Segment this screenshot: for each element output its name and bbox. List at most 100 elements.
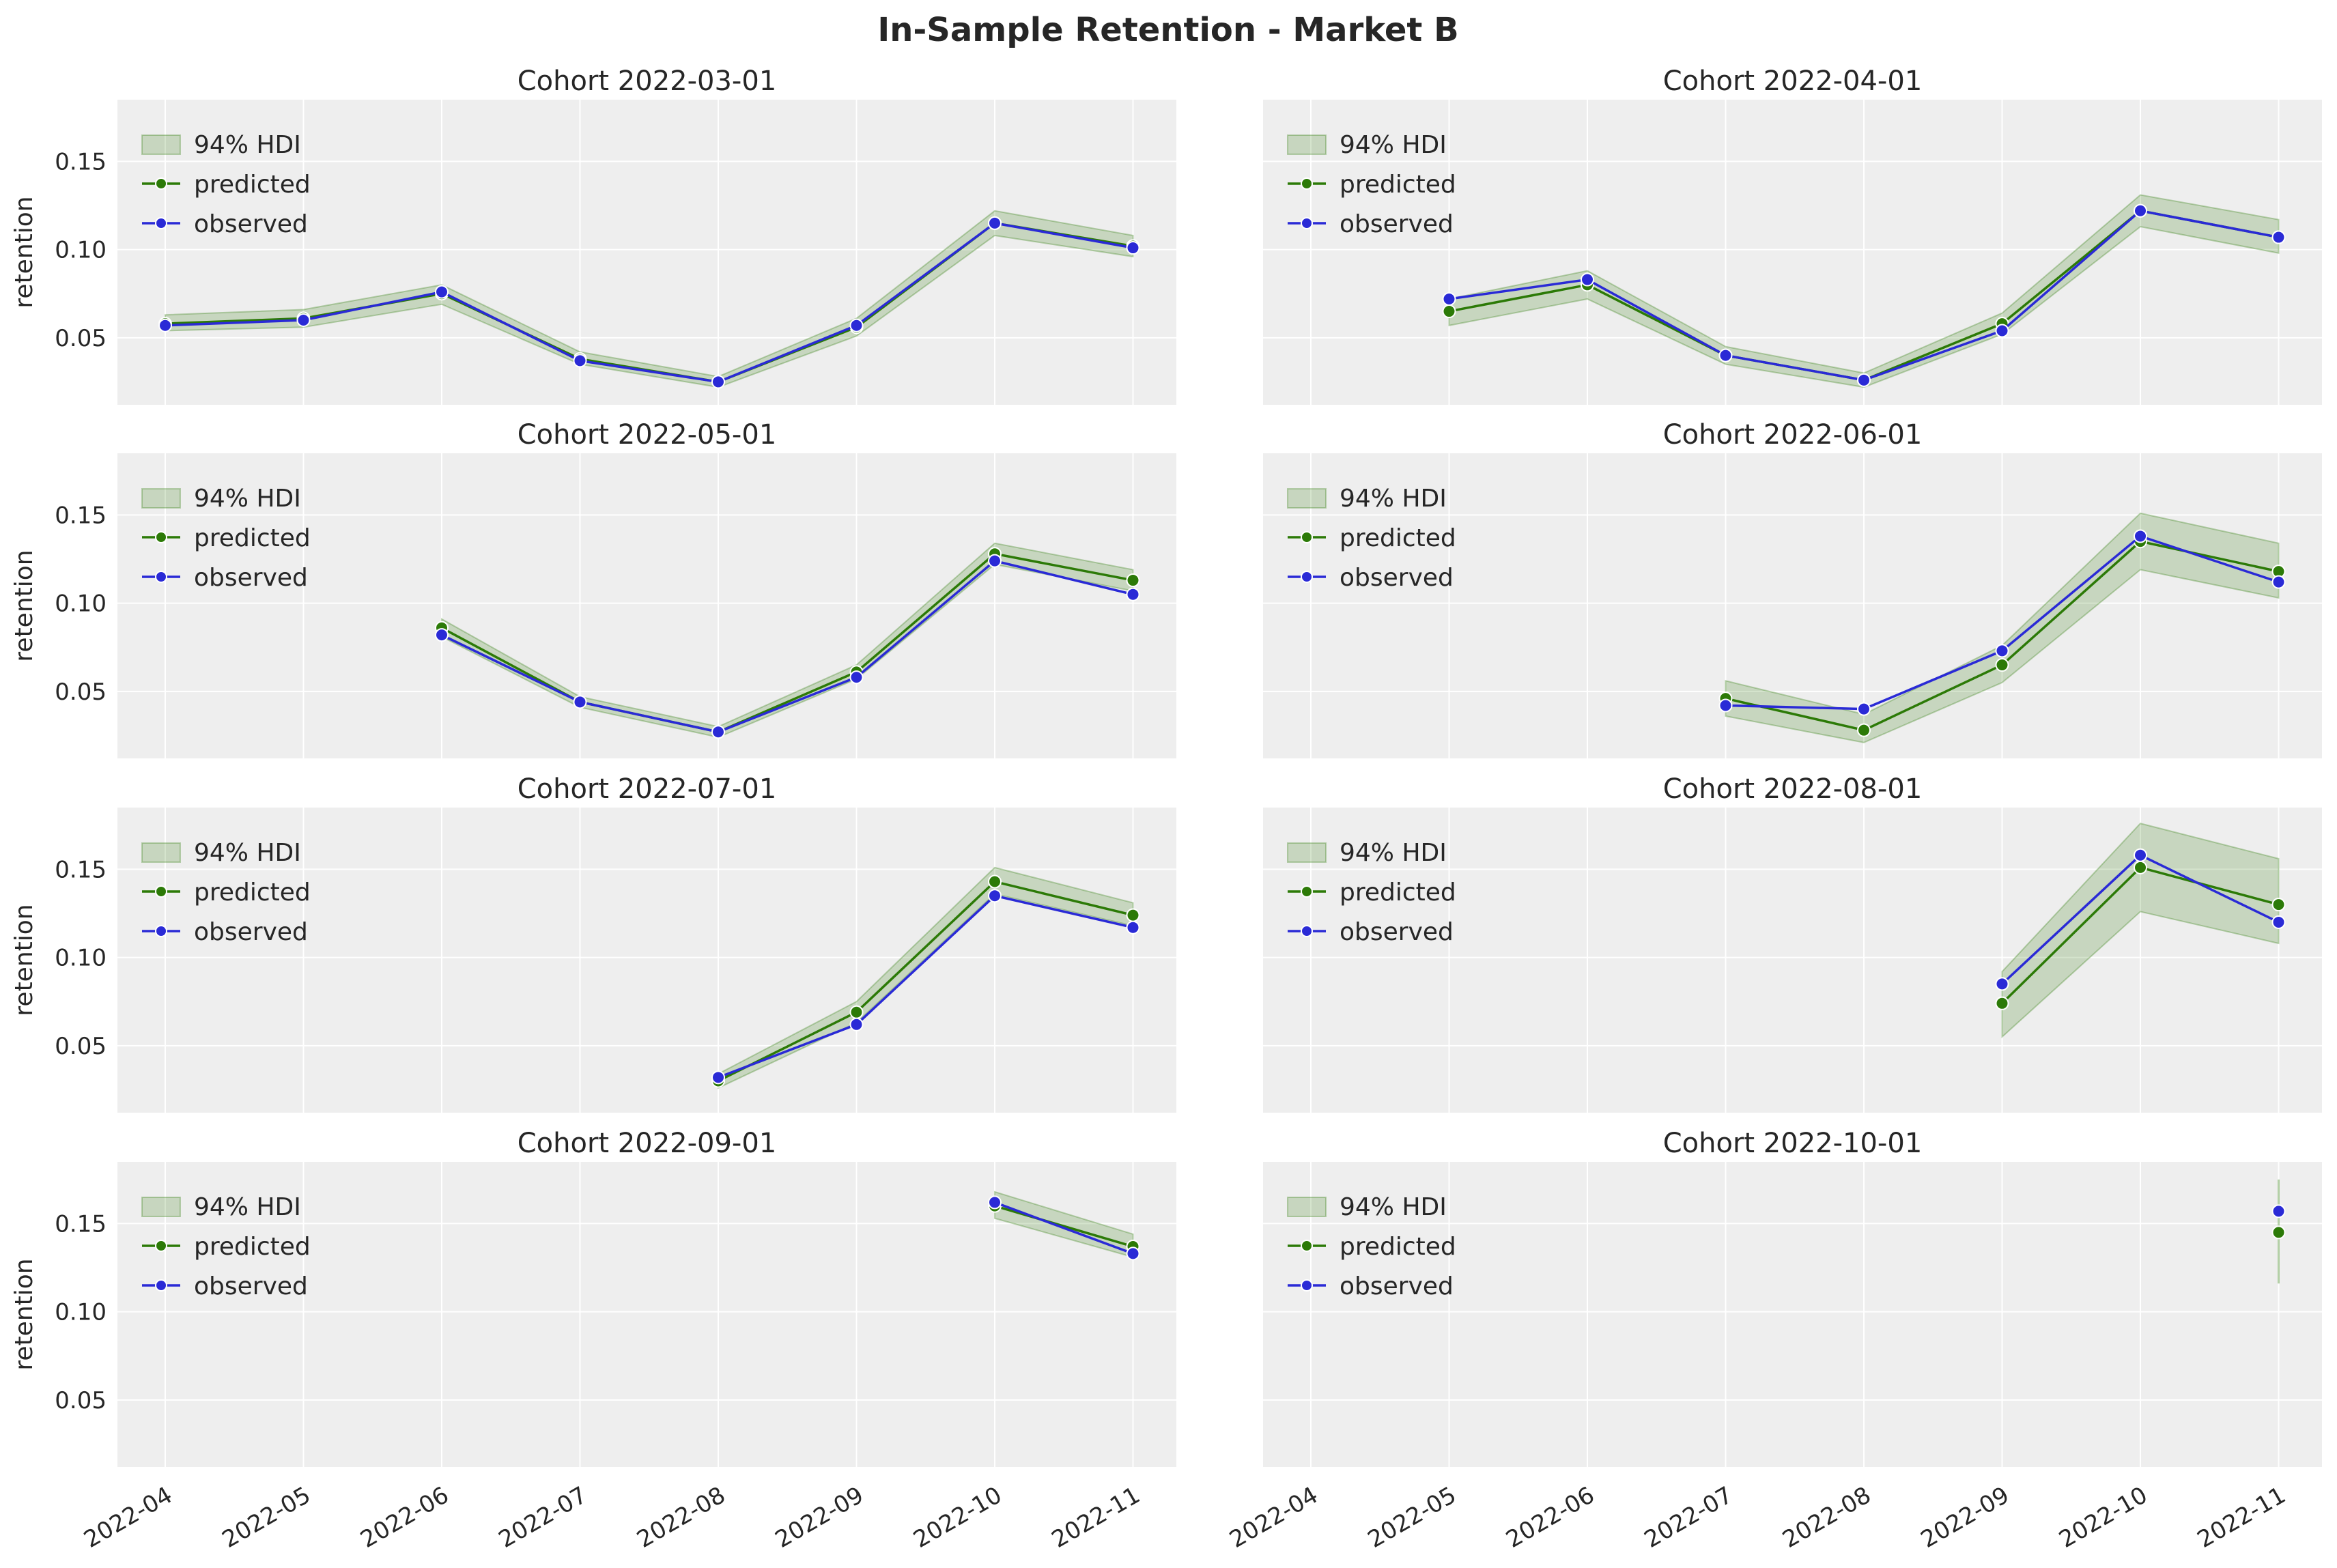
legend-hdi-label: 94% HDI xyxy=(1340,131,1447,159)
observed-line xyxy=(165,222,1133,384)
predicted-line xyxy=(994,1204,1133,1248)
hdi-band xyxy=(2001,823,2280,1039)
observed-point xyxy=(2271,230,2286,244)
legend-observed-marker xyxy=(155,1279,167,1292)
observed-point xyxy=(988,889,1002,903)
legend-predicted-label: predicted xyxy=(194,879,311,907)
y-tick-label: 0.10 xyxy=(55,1299,107,1326)
legend: 94% HDI predicted observed xyxy=(141,131,311,238)
observed-point xyxy=(1442,291,1456,306)
y-axis-label: retention xyxy=(10,1258,38,1370)
x-tick-label: 2022-09 xyxy=(1916,1481,2014,1554)
observed-point xyxy=(2134,848,2147,862)
legend-predicted-label: predicted xyxy=(1340,171,1456,199)
observed-point xyxy=(1857,373,1871,387)
x-tick-label: 2022-04 xyxy=(1225,1481,1322,1554)
observed-point xyxy=(849,318,864,332)
observed-point xyxy=(1126,1246,1140,1261)
predicted-point xyxy=(988,874,1002,889)
plot-background xyxy=(117,808,1176,1113)
hdi-band xyxy=(1725,512,2280,743)
observed-point xyxy=(1995,644,2009,658)
observed-point xyxy=(1718,698,1733,713)
observed-point xyxy=(2271,575,2286,589)
x-tick-label: 2022-06 xyxy=(1501,1481,1599,1554)
legend-predicted-label: predicted xyxy=(1340,524,1456,552)
legend-hdi-label: 94% HDI xyxy=(194,131,301,159)
legend-predicted-label: predicted xyxy=(194,524,311,552)
legend-predicted-marker xyxy=(1301,885,1313,898)
panel-title: Cohort 2022-09-01 xyxy=(518,1128,777,1159)
predicted-point xyxy=(2271,1225,2286,1240)
predicted-point xyxy=(2134,860,2147,874)
legend-hdi-label: 94% HDI xyxy=(194,485,301,513)
predicted-point xyxy=(1995,996,2009,1010)
legend-predicted-label: predicted xyxy=(1340,1233,1456,1261)
legend-hdi-label: 94% HDI xyxy=(1340,1193,1447,1221)
observed-line xyxy=(441,559,1133,734)
legend-observed-marker xyxy=(155,925,167,937)
observed-line xyxy=(994,1201,1134,1255)
legend-hdi-swatch xyxy=(1287,134,1327,155)
predicted-point xyxy=(2271,898,2286,912)
x-tick-label: 2022-04 xyxy=(79,1481,177,1554)
plot-background xyxy=(117,453,1176,758)
plot-background xyxy=(1263,100,2322,405)
panel-title: Cohort 2022-07-01 xyxy=(518,773,777,805)
observed-point xyxy=(435,628,449,642)
observed-point xyxy=(1857,702,1871,716)
predicted-point xyxy=(849,1005,864,1019)
x-tick-label: 2022-08 xyxy=(1778,1481,1875,1554)
observed-point xyxy=(711,725,725,739)
legend-hdi-swatch xyxy=(1287,488,1327,509)
observed-line xyxy=(718,894,1133,1079)
panel-4: Cohort 2022-06-01 94% HDI predicted observe… xyxy=(1263,419,2322,758)
legend-observed-label: observed xyxy=(194,1272,308,1300)
predicted-line xyxy=(718,880,1133,1083)
plot-background xyxy=(117,100,1176,405)
x-tick-label: 2022-10 xyxy=(2054,1481,2152,1554)
predicted-point xyxy=(1442,304,1456,319)
observed-point xyxy=(849,670,864,685)
legend-observed-label: observed xyxy=(194,564,308,592)
panel-title: Cohort 2022-10-01 xyxy=(1663,1128,1923,1159)
legend-predicted-marker xyxy=(155,531,167,543)
legend-predicted-marker xyxy=(155,1240,167,1252)
legend: 94% HDI predicted observed xyxy=(1287,1193,1456,1300)
observed-point xyxy=(1995,977,2009,991)
observed-point xyxy=(988,216,1002,230)
observed-point xyxy=(573,354,587,368)
legend-observed-marker xyxy=(1301,571,1313,583)
panel-title: Cohort 2022-03-01 xyxy=(518,66,777,97)
y-axis-label: retention xyxy=(10,550,38,661)
legend-predicted-marker xyxy=(1301,177,1313,190)
x-tick-label: 2022-10 xyxy=(909,1481,1006,1554)
observed-point xyxy=(988,1195,1002,1210)
observed-point xyxy=(2271,1204,2286,1218)
x-tick-label: 2022-07 xyxy=(1640,1481,1738,1554)
panel-title: Cohort 2022-06-01 xyxy=(1663,419,1923,451)
hdi-band xyxy=(1448,194,2280,388)
y-axis-label: retention xyxy=(10,196,38,308)
observed-point xyxy=(435,285,449,299)
y-tick-label: 0.10 xyxy=(55,237,107,264)
x-tick-label: 2022-11 xyxy=(2193,1481,2291,1554)
legend-observed-label: observed xyxy=(194,918,308,946)
y-tick-label: 0.15 xyxy=(55,856,107,883)
legend-predicted-label: predicted xyxy=(194,1233,311,1261)
legend-observed-marker xyxy=(155,217,167,229)
observed-point xyxy=(2134,529,2147,543)
legend: 94% HDI predicted observed xyxy=(141,839,311,946)
observed-point xyxy=(1581,272,1594,287)
legend-predicted-marker xyxy=(1301,531,1313,543)
plot-background xyxy=(1263,1162,2322,1467)
y-tick-label: 0.05 xyxy=(55,1387,107,1414)
legend-predicted-marker xyxy=(1301,1240,1313,1252)
legend-observed-marker xyxy=(1301,217,1313,229)
legend-predicted-marker xyxy=(155,177,167,190)
legend-observed-label: observed xyxy=(1340,1272,1454,1300)
y-tick-label: 0.10 xyxy=(55,590,107,618)
y-tick-label: 0.05 xyxy=(55,1033,107,1060)
legend-hdi-swatch xyxy=(141,134,181,155)
